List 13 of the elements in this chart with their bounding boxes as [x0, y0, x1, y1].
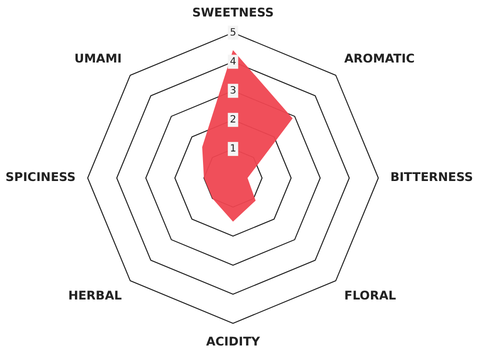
spoke-label: SWEETNESS: [192, 6, 274, 20]
spoke-label: FLORAL: [344, 288, 396, 303]
y-tick-label: 3: [230, 85, 236, 96]
spoke-label: SPICINESS: [6, 170, 76, 184]
spoke-label: BITTERNESS: [390, 170, 474, 184]
spoke-label: HERBAL: [68, 288, 122, 303]
spoke-label: ACIDITY: [206, 334, 260, 349]
y-tick-label: 5: [230, 27, 236, 38]
y-tick-label: 2: [230, 114, 236, 126]
y-tick-label: 4: [230, 56, 236, 68]
spoke-label: UMAMI: [74, 52, 122, 66]
y-tick-label: 1: [230, 144, 236, 155]
spoke-label: AROMATIC: [344, 52, 415, 66]
